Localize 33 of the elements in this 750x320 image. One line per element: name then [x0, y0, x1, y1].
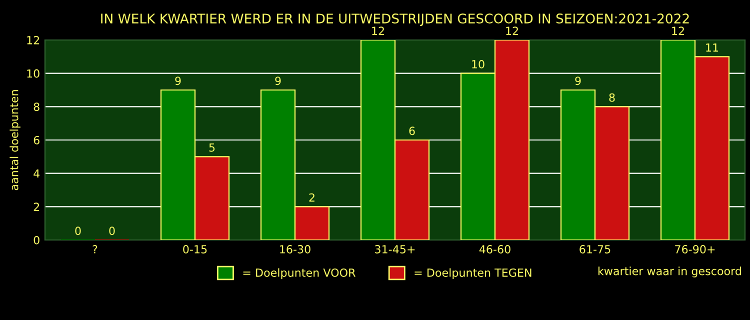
- data-label: 8: [609, 93, 615, 102]
- x-tick-label: 46-60: [479, 245, 510, 254]
- data-label: 5: [209, 143, 215, 152]
- x-tick-label: 16-30: [280, 245, 310, 254]
- data-label: 9: [175, 76, 181, 86]
- y-tick-label: 4: [34, 169, 40, 178]
- y-tick-label: 10: [27, 69, 40, 78]
- data-label: 0: [109, 226, 115, 236]
- data-label: 9: [575, 76, 581, 86]
- legend-label: = Doelpunten TEGEN: [414, 268, 532, 280]
- data-label: 12: [506, 26, 518, 35]
- y-axis-title: aantal doelpunten: [10, 90, 20, 190]
- x-axis-title: kwartier waar in gescoord: [598, 266, 741, 278]
- x-tick-label: 76-90+: [675, 245, 715, 254]
- x-tick-label: ?: [92, 245, 98, 254]
- data-label: 12: [672, 26, 684, 35]
- data-label: 0: [75, 226, 81, 236]
- y-tick-label: 6: [34, 136, 40, 144]
- x-tick-label: 31-45+: [375, 245, 415, 254]
- data-label: 2: [309, 193, 314, 202]
- x-tick-label: 0-15: [183, 245, 207, 254]
- chart-title: IN WELK KWARTIER WERD ER IN DE UITWEDSTRIJDEN GESCOORD IN SEIZOEN:2021-2022: [101, 14, 689, 26]
- data-label: 11: [706, 43, 718, 52]
- y-tick-label: 0: [34, 236, 40, 244]
- data-label: 9: [275, 76, 281, 86]
- y-tick-label: 2: [34, 202, 40, 211]
- y-tick-label: 12: [27, 36, 40, 44]
- legend-label: = Doelpunten VOOR: [243, 268, 356, 280]
- data-label: 12: [372, 26, 384, 35]
- data-label: 10: [472, 60, 484, 68]
- y-tick-label: 8: [34, 102, 40, 112]
- x-tick-label: 61-75: [580, 245, 610, 254]
- data-label: 6: [409, 126, 415, 136]
